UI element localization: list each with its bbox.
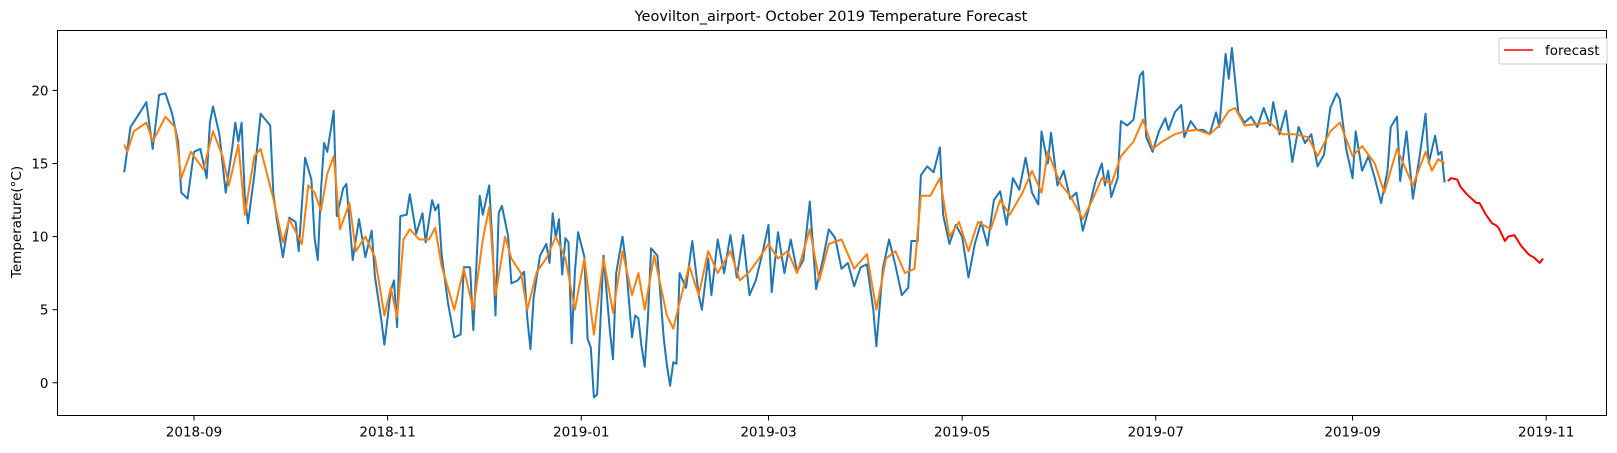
x-tick-label: 2019-11 (1518, 425, 1574, 441)
x-tick-label: 2019-01 (553, 425, 609, 441)
axis-ticks: 2018-09 2018-11 2019-01 2019-03 2019-05 2019-… (31, 83, 1574, 440)
y-tick-label: 0 (40, 376, 49, 392)
y-tick-label: 20 (31, 83, 48, 99)
y-tick-label: 15 (31, 157, 48, 173)
series-line-1 (123, 47, 1446, 399)
series-line-2 (123, 107, 1446, 336)
x-tick-label: 2019-05 (934, 425, 990, 441)
axes-frame (57, 30, 1607, 416)
y-axis-label: Temperature(°C) (9, 166, 25, 279)
series-line-forecast (1447, 177, 1544, 264)
y-tick-label: 10 (31, 230, 48, 246)
y-tick-label: 5 (40, 303, 49, 319)
x-tick-label: 2018-09 (166, 425, 222, 441)
x-tick-label: 2019-09 (1324, 425, 1380, 441)
plot-area (123, 47, 1544, 399)
legend-label-forecast: forecast (1545, 43, 1600, 59)
x-tick-label: 2019-03 (740, 425, 796, 441)
legend: forecast (1498, 37, 1608, 65)
chart-title: Yeovilton_airport- October 2019 Temperat… (634, 9, 1028, 25)
legend-box (1498, 37, 1608, 65)
x-tick-label: 2018-11 (359, 425, 415, 441)
x-tick-label: 2019-07 (1128, 425, 1184, 441)
